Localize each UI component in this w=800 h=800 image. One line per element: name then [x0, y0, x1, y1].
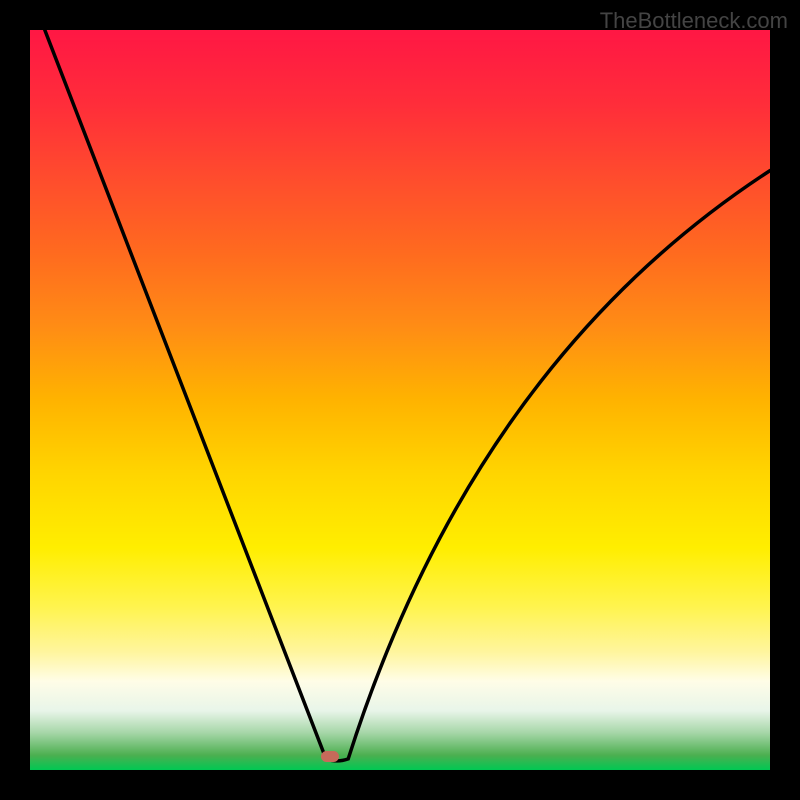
bottleneck-curve: [30, 30, 770, 770]
chart-plot-area: [30, 30, 770, 770]
optimal-point-marker: [321, 751, 339, 762]
watermark-text: TheBottleneck.com: [600, 8, 788, 34]
